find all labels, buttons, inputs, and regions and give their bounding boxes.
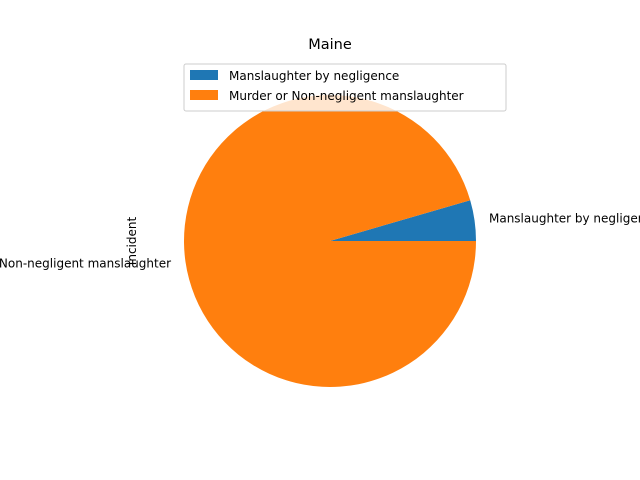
legend-swatch — [190, 70, 218, 80]
legend: Manslaughter by negligence Murder or Non-… — [183, 63, 507, 112]
legend-label: Murder or Non-negligent manslaughter — [229, 89, 464, 103]
legend-swatch — [190, 90, 218, 100]
y-axis-label: Incident — [125, 217, 139, 266]
chart-title: Maine — [308, 37, 352, 53]
pie-slice — [184, 94, 476, 388]
pie-slice-label: Manslaughter by negligence — [489, 211, 640, 225]
legend-label: Manslaughter by negligence — [229, 69, 399, 83]
pie-slice — [330, 200, 476, 241]
pie-slice-labels: Manslaughter by negligence Murder or Non-… — [0, 211, 640, 270]
legend-frame — [183, 63, 507, 112]
pie-slice-label: Murder or Non-negligent manslaughter — [0, 257, 171, 271]
pie-slices — [184, 94, 476, 388]
